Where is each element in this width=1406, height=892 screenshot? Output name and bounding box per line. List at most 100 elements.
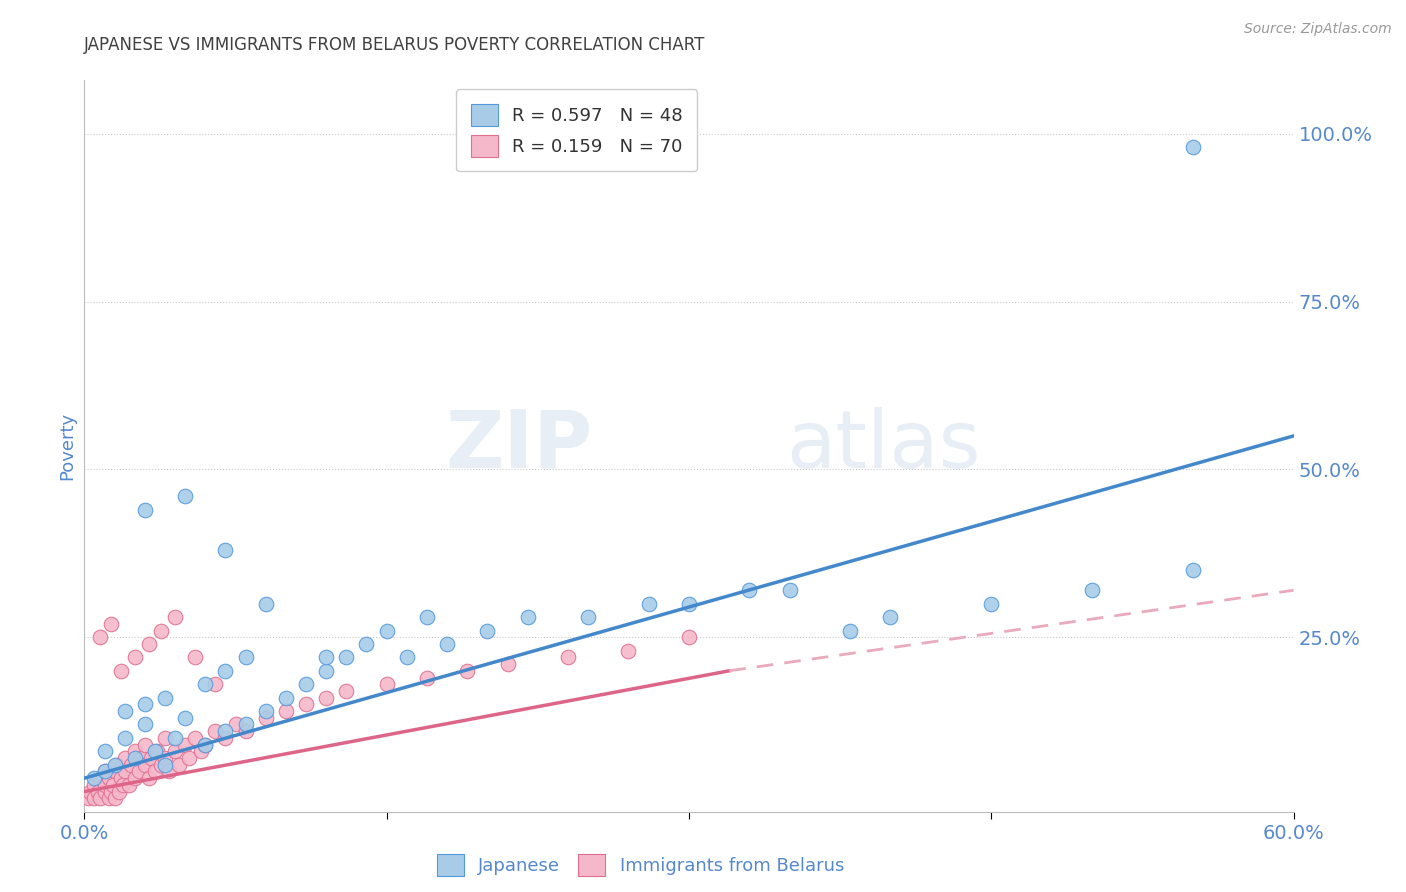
Point [134,717,156,731]
Point [516,610,538,624]
Point [167,757,190,772]
Point [118,778,141,792]
Point [274,704,297,718]
Point [184,650,207,665]
Point [153,757,176,772]
Point [138,637,160,651]
Point [477,624,499,638]
Point [83,778,105,792]
Point [77,791,100,805]
Point [104,757,127,772]
Y-axis label: Poverty: Poverty [58,412,76,480]
Point [114,764,136,779]
Point [416,671,439,685]
Point [1181,140,1204,154]
Point [678,630,700,644]
Point [111,778,134,792]
Point [134,738,156,752]
Point [456,664,478,678]
Point [105,757,128,772]
Text: atlas: atlas [786,407,980,485]
Point [100,784,122,798]
Point [295,698,318,712]
Point [114,751,136,765]
Point [576,610,599,624]
Point [839,624,862,638]
Point [104,791,127,805]
Point [89,771,111,785]
Point [79,784,101,798]
Point [315,650,337,665]
Point [157,764,180,779]
Point [214,664,236,678]
Point [190,744,212,758]
Point [225,717,247,731]
Point [143,764,166,779]
Legend: Japanese, Immigrants from Belarus: Japanese, Immigrants from Belarus [430,847,852,883]
Point [165,744,187,758]
Point [879,610,901,624]
Point [165,610,187,624]
Point [375,677,398,691]
Point [214,724,236,739]
Point [153,731,176,745]
Point [254,711,277,725]
Point [274,690,297,705]
Point [235,724,257,739]
Point [436,637,458,651]
Point [204,677,226,691]
Point [93,784,115,798]
Point [101,778,124,792]
Point [134,757,156,772]
Point [184,731,207,745]
Point [194,738,217,752]
Point [375,624,398,638]
Point [89,791,111,805]
Point [235,650,257,665]
Point [214,543,236,558]
Text: Source: ZipAtlas.com: Source: ZipAtlas.com [1244,22,1392,37]
Point [356,637,378,651]
Point [235,717,257,731]
Point [335,650,357,665]
Point [637,597,659,611]
Point [678,597,700,611]
Point [153,751,176,765]
Point [174,738,197,752]
Point [179,751,201,765]
Point [617,643,640,657]
Point [124,771,146,785]
Point [110,664,132,678]
Point [153,690,176,705]
Point [416,610,439,624]
Point [738,583,761,598]
Point [89,630,111,644]
Point [87,784,110,798]
Point [124,751,146,765]
Point [214,731,236,745]
Point [93,764,115,779]
Point [138,771,160,785]
Point [146,744,169,758]
Point [83,791,105,805]
Point [194,738,217,752]
Point [254,704,277,718]
Point [134,698,156,712]
Point [124,650,146,665]
Point [93,764,115,779]
Point [395,650,418,665]
Point [149,757,172,772]
Point [120,757,142,772]
Point [114,704,136,718]
Point [315,664,337,678]
Point [97,771,120,785]
Point [104,764,127,779]
Point [139,751,162,765]
Point [143,744,166,758]
Text: JAPANESE VS IMMIGRANTS FROM BELARUS POVERTY CORRELATION CHART: JAPANESE VS IMMIGRANTS FROM BELARUS POVE… [84,36,706,54]
Point [174,711,197,725]
Point [134,502,156,516]
Point [254,597,277,611]
Point [149,624,172,638]
Point [174,489,197,503]
